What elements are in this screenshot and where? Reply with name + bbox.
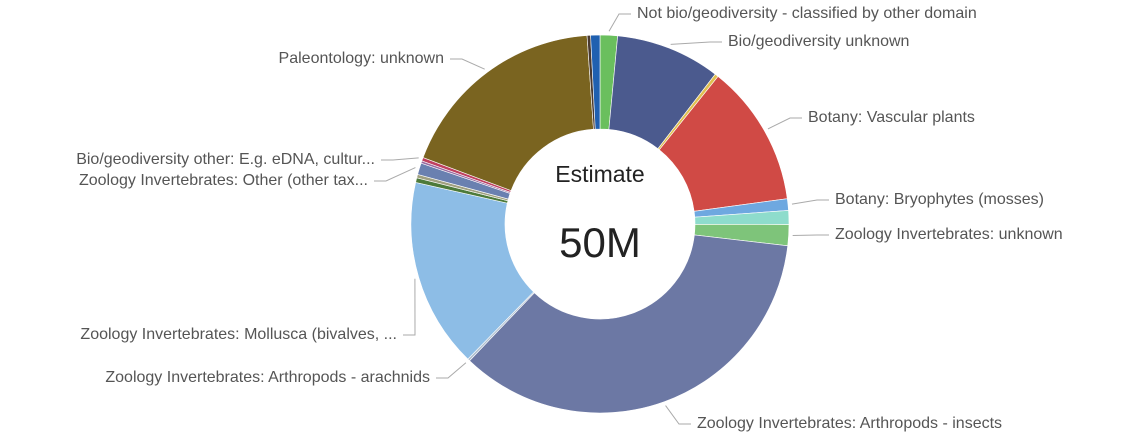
leader-line (791, 199, 829, 205)
segment-label: Zoology Invertebrates: unknown (835, 226, 1063, 243)
segment-label: Zoology Invertebrates: Arthropods - arac… (105, 369, 430, 386)
leader-line (436, 362, 467, 379)
leader-line (374, 167, 416, 182)
donut-segment (422, 35, 594, 191)
center-label: Estimate (555, 161, 644, 187)
segment-label: Bio/geodiversity other: E.g. eDNA, cultu… (76, 151, 375, 168)
center-value: 50M (559, 219, 641, 266)
donut-segment (410, 182, 534, 360)
segment-label: Zoology Invertebrates: Mollusca (bivalve… (80, 326, 397, 343)
segment-label: Zoology Invertebrates: Other (other tax.… (79, 172, 368, 189)
segment-label: Botany: Bryophytes (mosses) (835, 191, 1044, 208)
segment-label: Bio/geodiversity unknown (728, 33, 909, 50)
leader-line (670, 41, 722, 45)
leader-line (608, 13, 631, 32)
donut-segment (590, 34, 601, 130)
leader-line (767, 117, 802, 130)
segment-label: Zoology Invertebrates: Arthropods - inse… (697, 415, 1002, 432)
leader-line (665, 405, 691, 425)
segment-label: Botany: Vascular plants (808, 109, 975, 126)
segment-label: Paleontology: unknown (279, 50, 444, 67)
donut-segment (469, 234, 789, 414)
leader-line (403, 278, 416, 336)
leader-line (450, 58, 485, 70)
leader-line (381, 157, 419, 161)
segment-label: Not bio/geodiversity - classified by oth… (637, 5, 977, 22)
